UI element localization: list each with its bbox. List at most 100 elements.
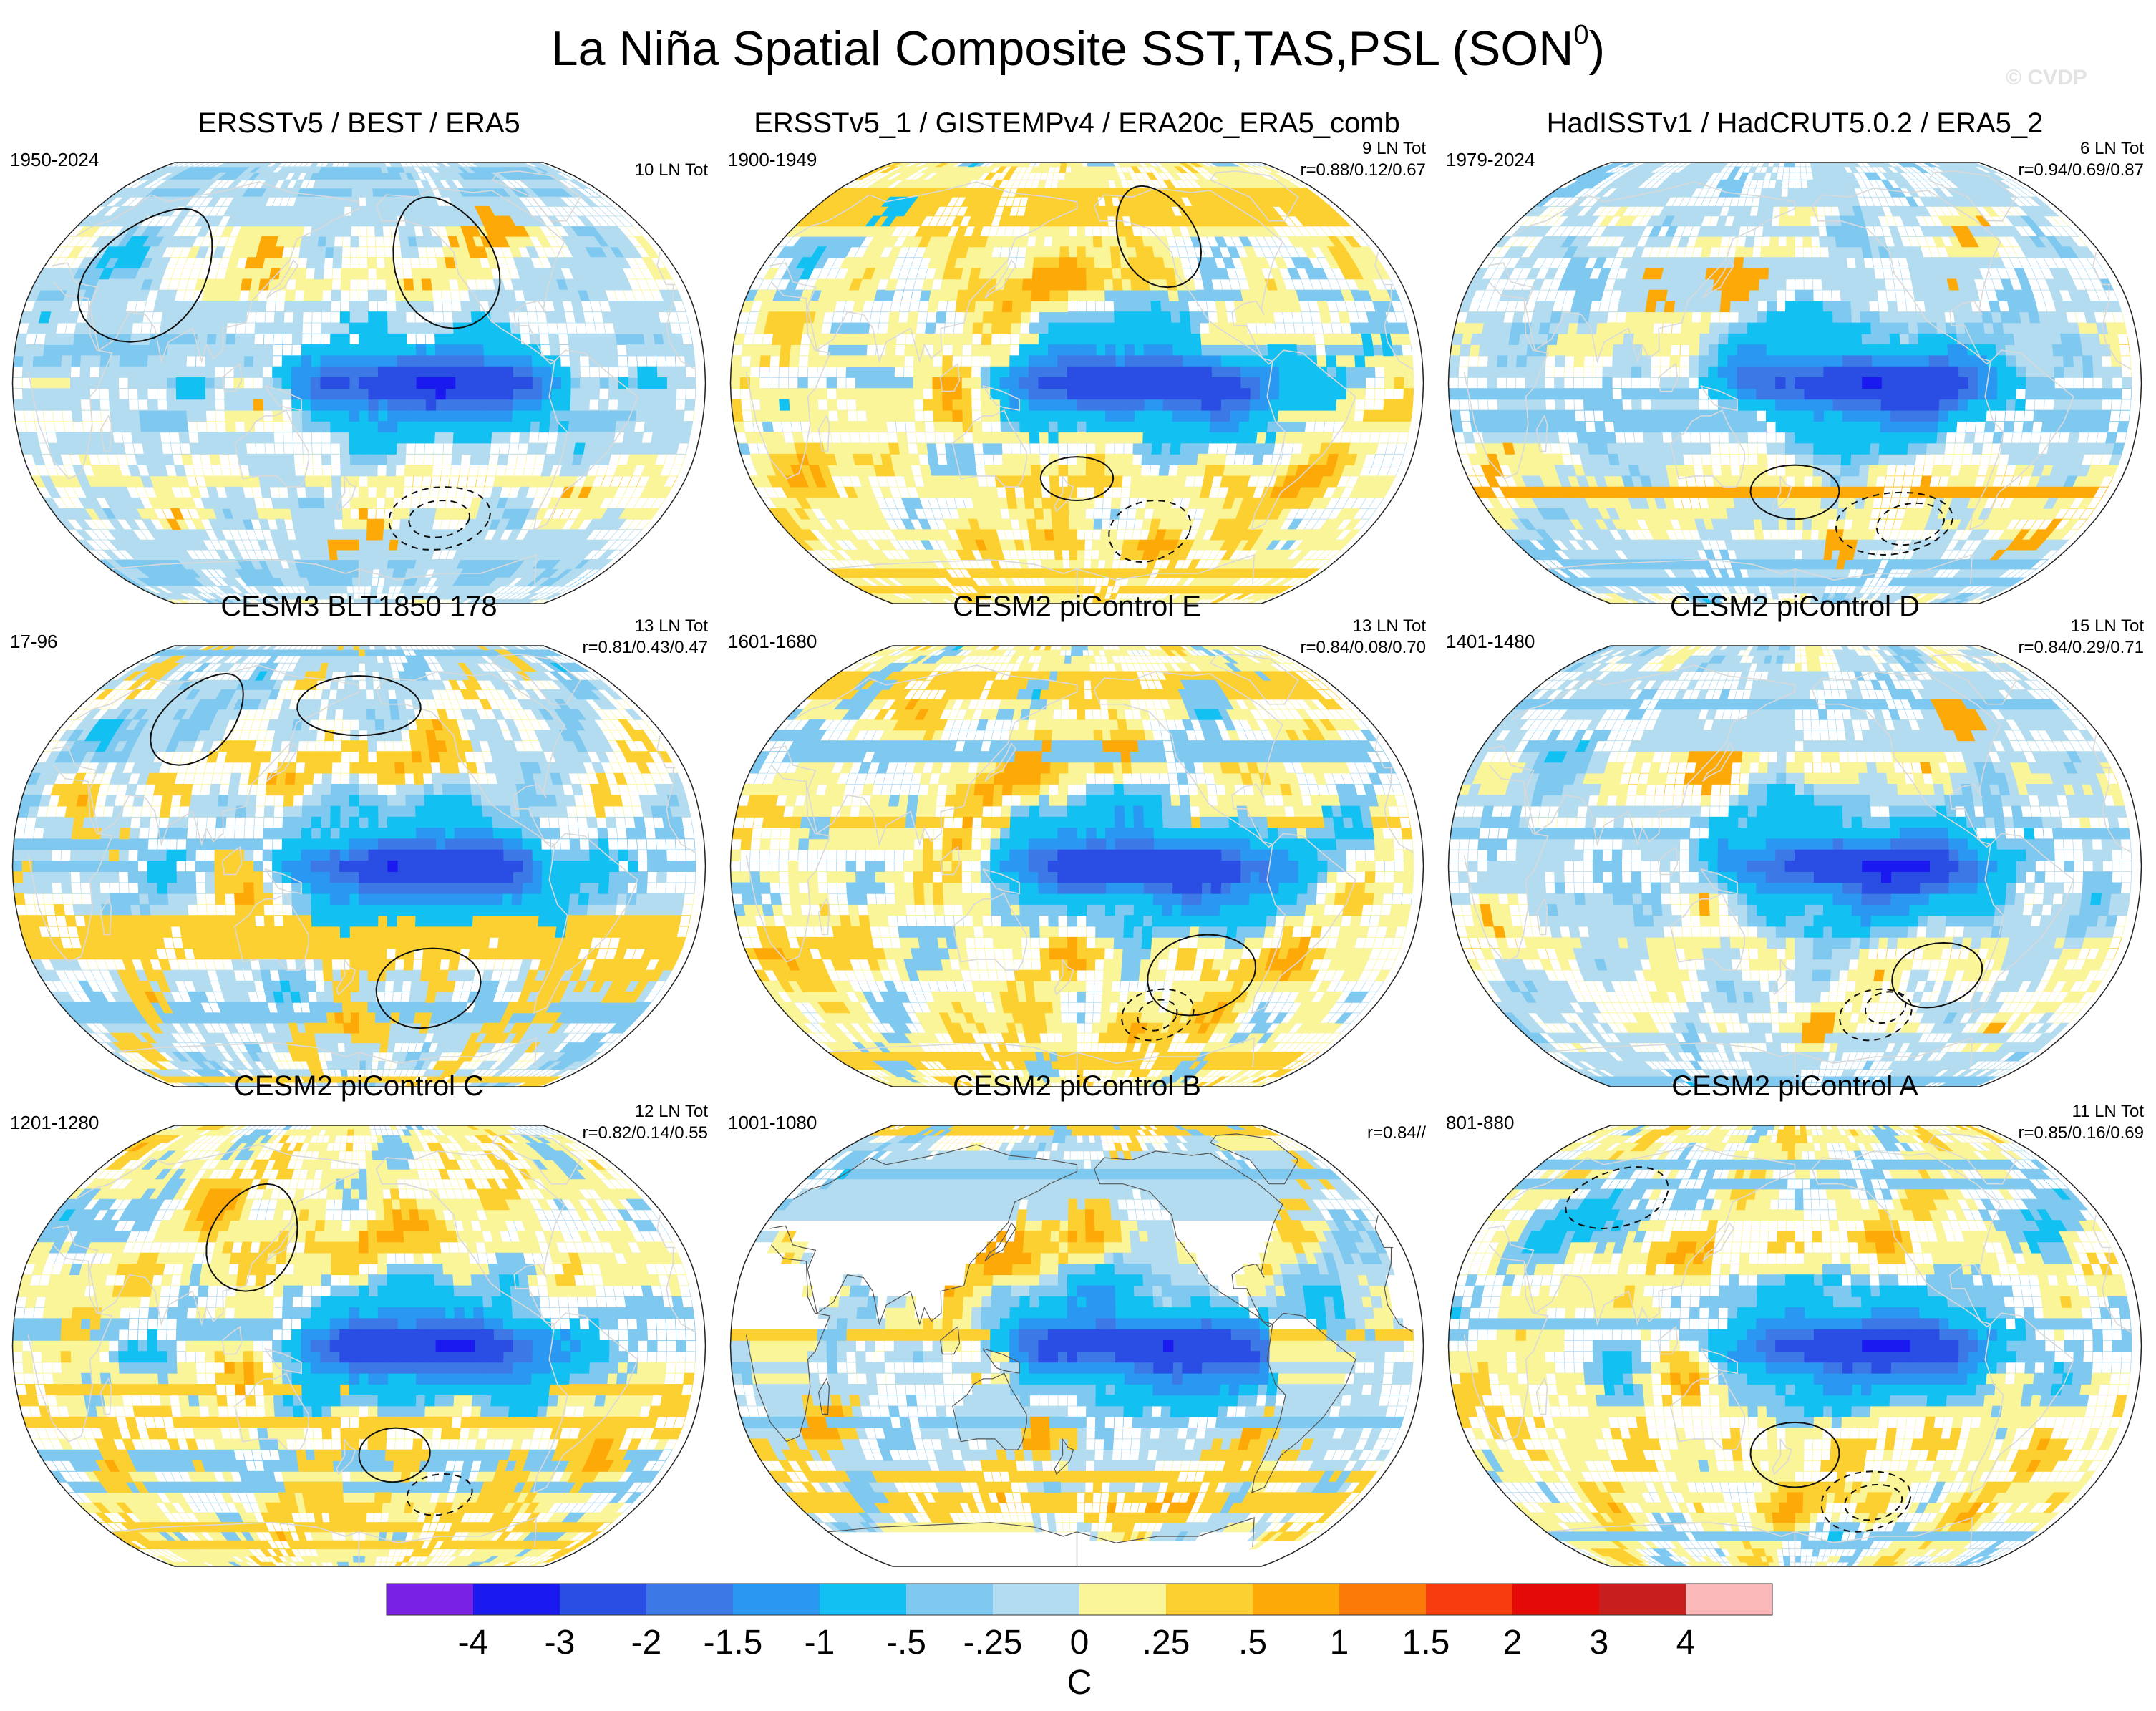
- coastline-madagascar: [817, 897, 830, 936]
- colorbar-swatch: [560, 1584, 647, 1615]
- panel-event-count: 6 LN Tot: [2080, 139, 2144, 158]
- panel-pattern-correlation: r=0.84//: [1366, 1123, 1426, 1143]
- map-outline: [11, 162, 706, 604]
- coastline-africa: [1463, 1244, 2132, 1443]
- figure-title: La Niña Spatial Composite SST,TAS,PSL (S…: [550, 20, 1606, 76]
- robinson-map: [729, 645, 1424, 1087]
- coastline-madagascar: [817, 1377, 830, 1415]
- coastline-northAmerica: [1811, 1150, 2001, 1328]
- coastline-newZealand: [1772, 1438, 1792, 1475]
- coastline-newZealand: [336, 959, 356, 996]
- coastline-newGuinea: [264, 868, 303, 895]
- coastline-japan: [984, 258, 1017, 299]
- anomaly-shading-band: [753, 699, 1311, 1044]
- panel-pattern-correlation: r=0.82/0.14/0.55: [582, 1123, 708, 1143]
- map-outline: [11, 1125, 706, 1567]
- coastline-japan: [266, 742, 299, 782]
- colorbar-swatch: [820, 1584, 907, 1615]
- coastline-australia: [952, 893, 1028, 971]
- coastline-newZealand: [1772, 475, 1792, 513]
- robinson-map: [729, 162, 1424, 604]
- anomaly-field: [12, 163, 706, 604]
- anomaly-field: [730, 163, 1424, 604]
- coastline-greenland: [1209, 170, 1299, 222]
- colorbar-tick-label: 1: [1330, 1624, 1349, 1662]
- robinson-map: [1447, 645, 2142, 1087]
- colorbar-swatch: [1599, 1584, 1686, 1615]
- coastline-africa: [27, 281, 696, 480]
- panel-title: CESM2 piControl A: [1671, 1070, 1918, 1102]
- anomaly-field: [12, 646, 706, 1087]
- colorbar-tick-label: 4: [1676, 1624, 1696, 1662]
- panel-pattern-correlation: r=0.94/0.69/0.87: [2018, 160, 2144, 180]
- coastline-japan: [984, 1222, 1016, 1262]
- coastline-madagascar: [99, 414, 112, 452]
- panel-title: ERSSTv5 / BEST / ERA5: [198, 107, 520, 139]
- coastline-southAmerica: [1968, 1312, 2074, 1494]
- coastline-greenland: [491, 654, 581, 705]
- coastline-indonesiaBorneo: [1657, 362, 1679, 392]
- anomaly-shading-band: [435, 1340, 475, 1352]
- panel-event-count: 15 LN Tot: [2070, 616, 2144, 636]
- panel-title: CESM3 BLT1850 178: [220, 591, 497, 622]
- coastline-africa: [27, 1244, 696, 1443]
- coastline-antarctica: [110, 553, 537, 604]
- panel-event-count: 9 LN Tot: [1362, 139, 1426, 158]
- cvdp-watermark: © CVDP: [2006, 66, 2087, 89]
- psl-contour-positive: [1891, 941, 1983, 1009]
- psl-contour-negative: [1820, 1470, 1912, 1533]
- map-outline: [729, 645, 1424, 1087]
- psl-contour-negative: [1864, 991, 1907, 1024]
- coastline-indonesiaBorneo: [221, 1325, 243, 1355]
- panel-event-count: 13 LN Tot: [634, 616, 708, 636]
- coastline-greenland: [491, 170, 581, 222]
- anomaly-shading-band: [387, 861, 398, 872]
- coastline-newGuinea: [982, 868, 1021, 895]
- anomaly-field: [1448, 1125, 2142, 1566]
- colorbar-swatch: [1339, 1584, 1427, 1615]
- coastline-australia: [1670, 1372, 1746, 1450]
- map-panel-3: HadISSTv1 / HadCRUT5.0.2 / ERA5_2 1979-2…: [1436, 107, 2154, 609]
- colorbar-units: C: [1067, 1664, 1092, 1702]
- coastline-antarctica: [1545, 1037, 1973, 1087]
- panel-period: 1001-1080: [728, 1112, 817, 1133]
- anomaly-shading-band: [1038, 1329, 1261, 1374]
- anomaly-shading-band: [1038, 366, 1251, 411]
- anomaly-shading-band: [1862, 861, 1930, 883]
- psl-contour-positive: [205, 1183, 298, 1292]
- colorbar: -4 -3 -2 -1.5 -1 -.5 -.25 0 .25 .5 1 1.5 2 3 4 C: [386, 1583, 1773, 1702]
- map-panel-4: CESM3 BLT1850 178 17-96 13 LN Tot r=0.81…: [0, 591, 718, 1092]
- coastline-japan: [1702, 258, 1735, 299]
- anomaly-shading-band: [1480, 699, 2007, 1044]
- panel-period: 17-96: [10, 631, 58, 652]
- coastline-southAmerica: [1251, 833, 1356, 1014]
- psl-contour-positive: [1749, 464, 1840, 520]
- anomaly-shading-band: [1047, 849, 1241, 894]
- psl-contour-negative: [1839, 988, 1913, 1042]
- panel-pattern-correlation: r=0.84/0.08/0.70: [1300, 638, 1426, 657]
- coastline-antarctica: [1545, 1516, 1973, 1566]
- coastline-antarctica: [1545, 553, 1973, 604]
- anomaly-shading-band: [76, 719, 447, 1034]
- colorbar-swatch: [1686, 1584, 1773, 1615]
- psl-contour-negative: [1835, 491, 1954, 556]
- colorbar-swatch: [733, 1584, 820, 1615]
- coastline-japan: [266, 1221, 299, 1262]
- coastline-indonesiaBorneo: [939, 845, 961, 876]
- anomaly-shading-band: [416, 377, 456, 400]
- coastline-antarctica: [827, 553, 1255, 604]
- coastline-eurasia: [769, 181, 1394, 364]
- colorbar-swatch: [473, 1584, 560, 1615]
- colorbar-swatch: [1512, 1584, 1600, 1615]
- panel-pattern-correlation: r=0.88/0.12/0.67: [1300, 160, 1426, 180]
- map-outline: [729, 162, 1424, 604]
- psl-contour-positive: [1749, 1421, 1840, 1488]
- colorbar-tick-label: -3: [545, 1624, 576, 1662]
- map-outline: [1447, 162, 2142, 604]
- coastline-eurasia: [769, 1144, 1394, 1326]
- coastline-southAmerica: [1968, 833, 2074, 1014]
- coastline-africa: [27, 765, 696, 963]
- anomaly-shading-band: [1606, 1231, 2051, 1523]
- coastline-southAmerica: [533, 1312, 638, 1494]
- coastline-madagascar: [1535, 414, 1548, 452]
